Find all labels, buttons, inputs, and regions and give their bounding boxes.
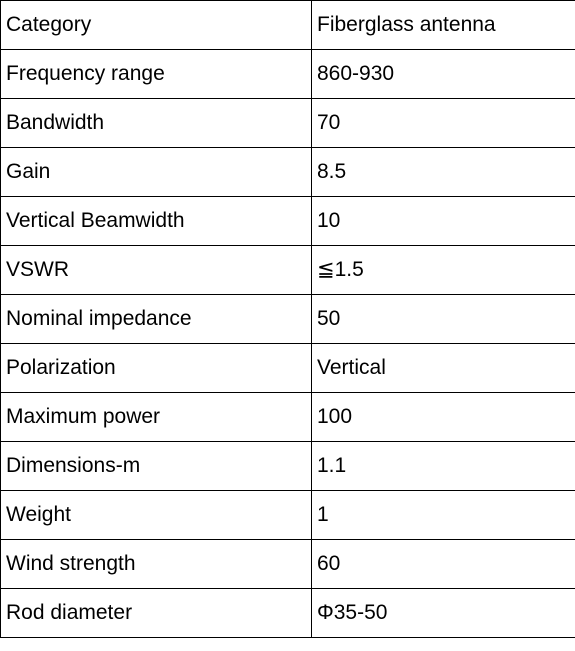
row-value: 860-930 [311,49,575,99]
table-row-vertical-beamwidth: Vertical Beamwidth 10 [0,196,575,246]
row-value: 10 [311,196,575,246]
row-value: 60 [311,539,575,589]
row-label: Frequency range [0,49,312,99]
row-value: Φ35-50 [311,588,575,638]
row-label: Weight [0,490,312,540]
table-row-rod-diameter: Rod diameter Φ35-50 [0,588,575,638]
row-value: 1 [311,490,575,540]
table-row-frequency-range: Frequency range 860-930 [0,49,575,99]
row-value: 8.5 [311,147,575,197]
row-label: Gain [0,147,312,197]
row-label: Rod diameter [0,588,312,638]
row-label: Bandwidth [0,98,312,148]
row-value: Fiberglass antenna [311,0,575,50]
row-label: Vertical Beamwidth [0,196,312,246]
table-row-gain: Gain 8.5 [0,147,575,197]
row-label: Polarization [0,343,312,393]
table-row-bandwidth: Bandwidth 70 [0,98,575,148]
row-value: ≦1.5 [311,245,575,295]
table-row-nominal-impedance: Nominal impedance 50 [0,294,575,344]
row-label: Nominal impedance [0,294,312,344]
row-value: 1.1 [311,441,575,491]
table-row-polarization: Polarization Vertical [0,343,575,393]
table-row-weight: Weight 1 [0,490,575,540]
row-label: VSWR [0,245,312,295]
row-value: 100 [311,392,575,442]
table-row-dimensions: Dimensions-m 1.1 [0,441,575,491]
row-label: Maximum power [0,392,312,442]
row-label: Category [0,0,312,50]
table-row-wind-strength: Wind strength 60 [0,539,575,589]
table-row-vswr: VSWR ≦1.5 [0,245,575,295]
table-row-category: Category Fiberglass antenna [0,0,575,50]
row-label: Wind strength [0,539,312,589]
row-value: Vertical [311,343,575,393]
row-value: 70 [311,98,575,148]
row-label: Dimensions-m [0,441,312,491]
table-row-maximum-power: Maximum power 100 [0,392,575,442]
row-value: 50 [311,294,575,344]
